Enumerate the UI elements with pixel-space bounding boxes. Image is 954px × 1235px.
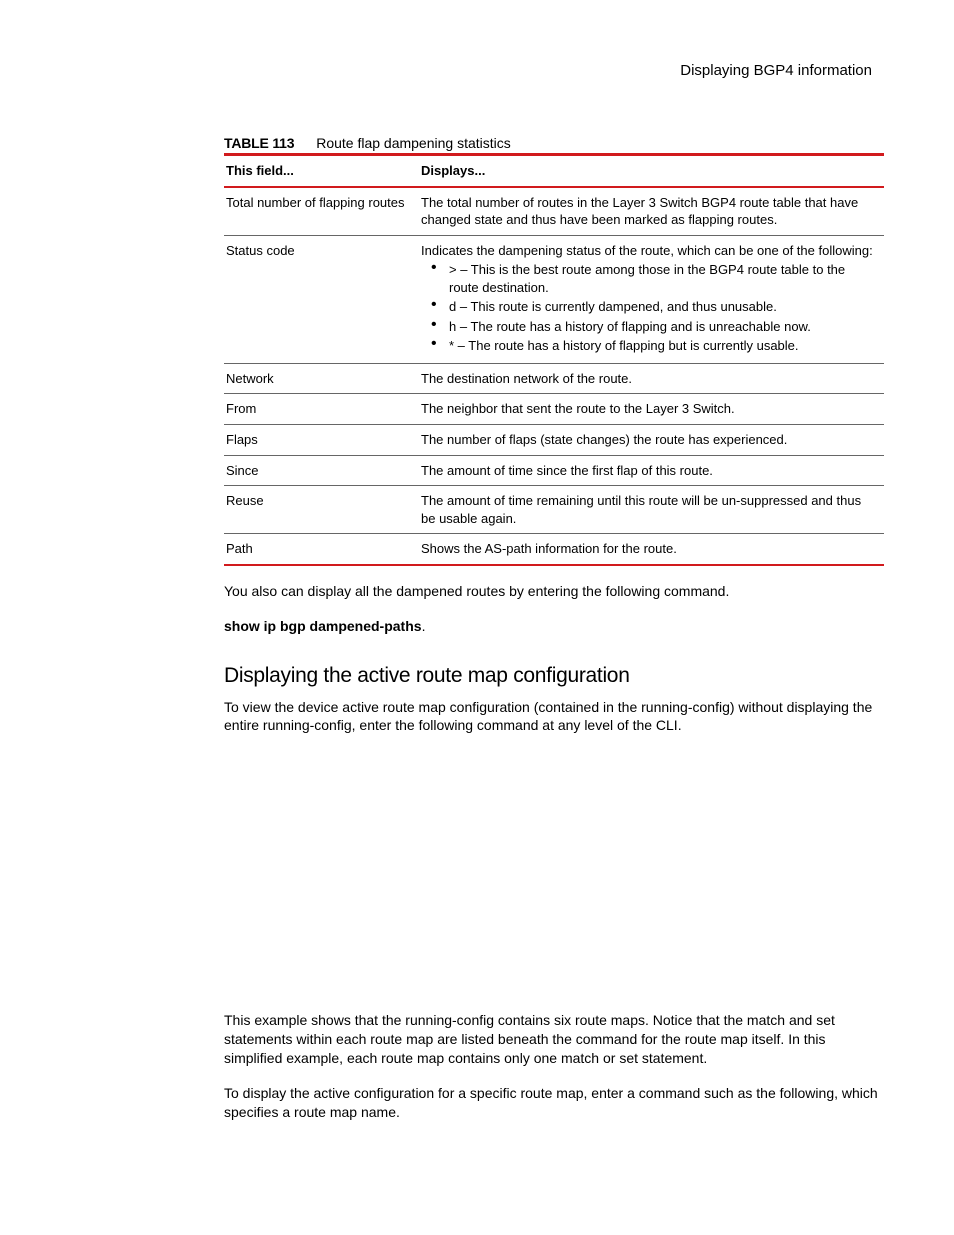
paragraph: To display the active configuration for …	[224, 1084, 884, 1122]
table-row: FlapsThe number of flaps (state changes)…	[224, 425, 884, 456]
table-header-field: This field...	[224, 155, 419, 187]
field-cell: Total number of flapping routes	[224, 187, 419, 236]
description-text: The number of flaps (state changes) the …	[421, 432, 787, 447]
field-cell: Reuse	[224, 486, 419, 534]
field-cell: Since	[224, 455, 419, 486]
table-title: Route flap dampening statistics	[316, 135, 511, 151]
bullet-item: * – The route has a history of flapping …	[421, 337, 878, 355]
description-cell: The total number of routes in the Layer …	[419, 187, 884, 236]
table-row: SinceThe amount of time since the first …	[224, 455, 884, 486]
description-cell: The number of flaps (state changes) the …	[419, 425, 884, 456]
table-number: TABLE 113	[224, 135, 294, 151]
table-header-displays: Displays...	[419, 155, 884, 187]
description-cell: The neighbor that sent the route to the …	[419, 394, 884, 425]
paragraph: You also can display all the dampened ro…	[224, 582, 884, 601]
description-text: Indicates the dampening status of the ro…	[421, 243, 873, 258]
description-cell: The amount of time since the first flap …	[419, 455, 884, 486]
table-row: PathShows the AS-path information for th…	[224, 534, 884, 565]
description-text: The amount of time remaining until this …	[421, 493, 861, 526]
section-heading: Displaying the active route map configur…	[224, 664, 884, 688]
description-cell: Indicates the dampening status of the ro…	[419, 235, 884, 363]
table-row: Status codeIndicates the dampening statu…	[224, 235, 884, 363]
page-header-right: Displaying BGP4 information	[224, 62, 884, 79]
table-row: FromThe neighbor that sent the route to …	[224, 394, 884, 425]
blank-code-region	[224, 735, 884, 995]
description-text: The neighbor that sent the route to the …	[421, 401, 735, 416]
field-cell: From	[224, 394, 419, 425]
command-text: show ip bgp dampened-paths	[224, 618, 422, 634]
description-text: The amount of time since the first flap …	[421, 463, 713, 478]
bullet-item: d – This route is currently dampened, an…	[421, 298, 878, 316]
table-caption: TABLE 113 Route flap dampening statistic…	[224, 135, 884, 151]
description-text: Shows the AS-path information for the ro…	[421, 541, 677, 556]
table-row: Total number of flapping routesThe total…	[224, 187, 884, 236]
paragraph: To view the device active route map conf…	[224, 698, 884, 736]
bullet-item: h – The route has a history of flapping …	[421, 318, 878, 336]
document-page: Displaying BGP4 information TABLE 113 Ro…	[0, 0, 954, 1182]
description-text: The destination network of the route.	[421, 371, 632, 386]
field-cell: Status code	[224, 235, 419, 363]
description-cell: The destination network of the route.	[419, 363, 884, 394]
description-text: The total number of routes in the Layer …	[421, 195, 858, 228]
table-row: ReuseThe amount of time remaining until …	[224, 486, 884, 534]
bullet-item: > – This is the best route among those i…	[421, 261, 878, 296]
command-suffix: .	[422, 618, 426, 634]
field-cell: Flaps	[224, 425, 419, 456]
command-line: show ip bgp dampened-paths.	[224, 617, 884, 636]
bullet-list: > – This is the best route among those i…	[421, 261, 878, 355]
route-flap-table: This field... Displays... Total number o…	[224, 153, 884, 566]
field-cell: Network	[224, 363, 419, 394]
field-cell: Path	[224, 534, 419, 565]
table-row: NetworkThe destination network of the ro…	[224, 363, 884, 394]
table-header-row: This field... Displays...	[224, 155, 884, 187]
paragraph: This example shows that the running-conf…	[224, 1011, 884, 1068]
description-cell: The amount of time remaining until this …	[419, 486, 884, 534]
description-cell: Shows the AS-path information for the ro…	[419, 534, 884, 565]
